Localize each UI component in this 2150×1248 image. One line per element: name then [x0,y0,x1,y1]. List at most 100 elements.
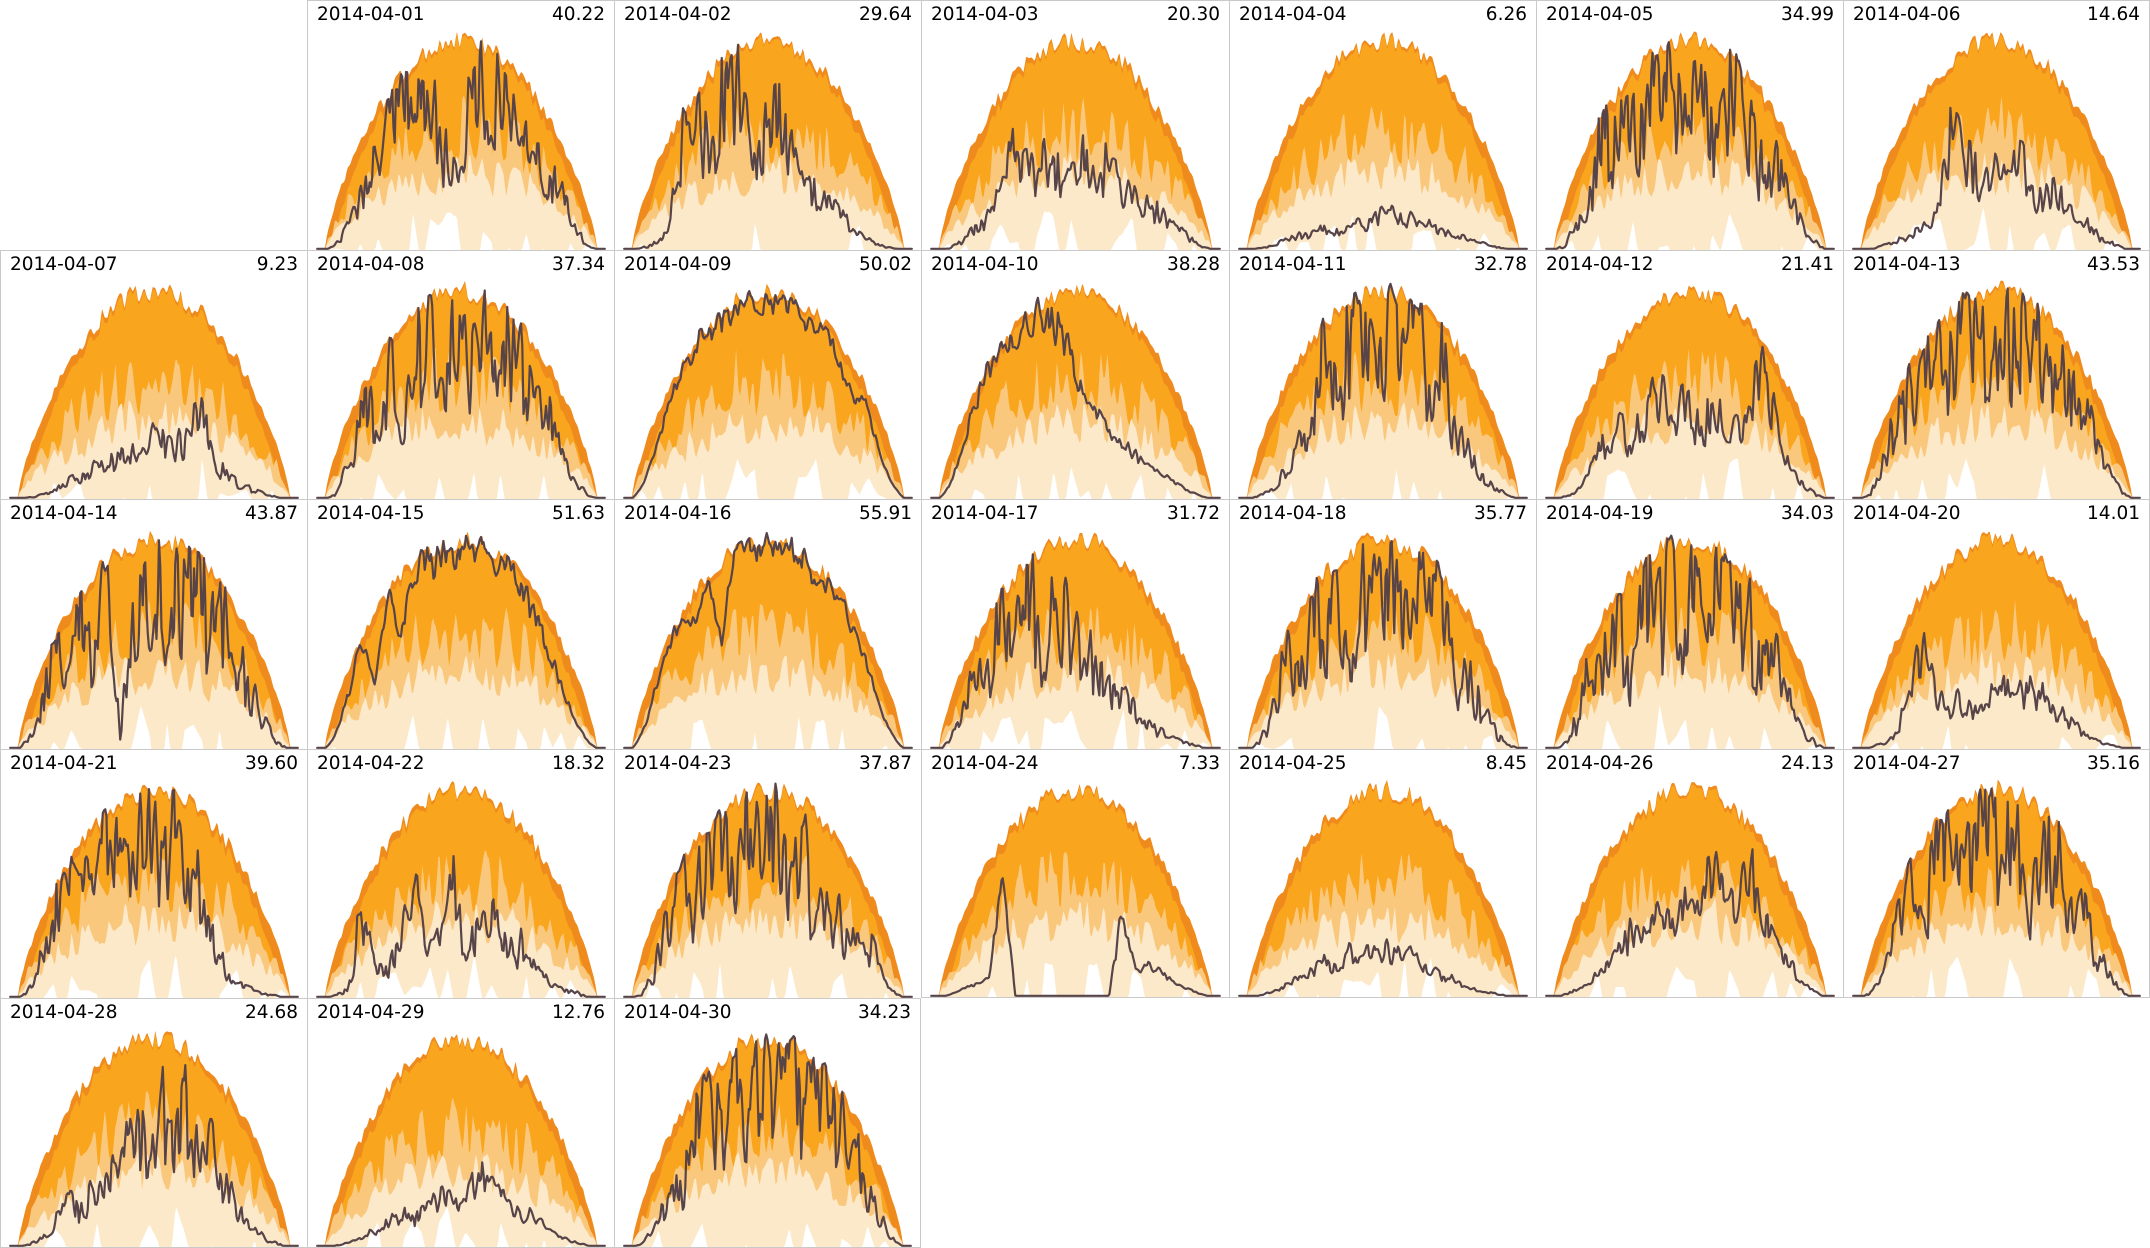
cell-header: 2014-04-16 55.91 [615,500,921,524]
date-label: 2014-04-14 [10,503,118,524]
daily-total-label: 8.45 [1485,753,1527,774]
daily-total-label: 24.68 [245,1002,298,1023]
daily-total-label: 37.34 [552,254,605,275]
day-cell-2014-04-13: 2014-04-13 43.53 [1843,250,2150,499]
cell-header: 2014-04-13 43.53 [1844,251,2149,275]
daily-total-label: 40.22 [552,4,605,25]
irradiance-sparkline [1537,534,1843,749]
cell-header: 2014-04-29 12.76 [308,999,614,1023]
date-label: 2014-04-27 [1853,753,1961,774]
date-label: 2014-04-20 [1853,503,1961,524]
empty-cell [0,0,307,250]
day-cell-2014-04-22: 2014-04-22 18.32 [307,749,614,998]
date-label: 2014-04-01 [317,4,425,25]
cell-header: 2014-04-05 34.99 [1537,1,1843,25]
day-cell-2014-04-27: 2014-04-27 35.16 [1843,749,2150,998]
date-label: 2014-04-13 [1853,254,1961,275]
daily-total-label: 35.16 [2087,753,2140,774]
day-cell-2014-04-09: 2014-04-09 50.02 [614,250,921,499]
cell-header: 2014-04-23 37.87 [615,750,921,774]
daily-total-label: 37.87 [859,753,912,774]
daily-total-label: 32.78 [1474,254,1527,275]
cell-header: 2014-04-28 24.68 [1,999,307,1023]
irradiance-sparkline [615,283,921,499]
date-label: 2014-04-18 [1239,503,1347,524]
irradiance-sparkline [1230,32,1536,250]
daily-total-label: 21.41 [1781,254,1834,275]
cell-header: 2014-04-22 18.32 [308,750,614,774]
daily-total-label: 31.72 [1167,503,1220,524]
irradiance-sparkline [1,1030,307,1247]
cell-header: 2014-04-24 7.33 [922,750,1229,774]
daily-total-label: 24.13 [1781,753,1834,774]
daily-total-label: 35.77 [1474,503,1527,524]
cell-header: 2014-04-06 14.64 [1844,1,2149,25]
cell-header: 2014-04-03 20.30 [922,1,1229,25]
cell-header: 2014-04-02 29.64 [615,1,921,25]
day-cell-2014-04-23: 2014-04-23 37.87 [614,749,921,998]
cell-header: 2014-04-15 51.63 [308,500,614,524]
day-cell-2014-04-08: 2014-04-08 37.34 [307,250,614,499]
daily-total-label: 34.99 [1781,4,1834,25]
irradiance-sparkline [615,782,921,998]
empty-cell [1229,998,1536,1248]
day-cell-2014-04-04: 2014-04-04 6.26 [1229,0,1536,250]
date-label: 2014-04-15 [317,503,425,524]
day-cell-2014-04-07: 2014-04-07 9.23 [0,250,307,499]
irradiance-sparkline [1,785,307,998]
irradiance-sparkline [615,1033,920,1247]
day-cell-2014-04-12: 2014-04-12 21.41 [1536,250,1843,499]
date-label: 2014-04-03 [931,4,1039,25]
daily-total-label: 50.02 [859,254,912,275]
cell-header: 2014-04-07 9.23 [1,251,307,275]
irradiance-sparkline [308,1034,614,1247]
date-label: 2014-04-06 [1853,4,1961,25]
irradiance-sparkline [922,32,1229,250]
daily-total-label: 55.91 [859,503,912,524]
daily-total-label: 9.23 [256,254,298,275]
cell-header: 2014-04-10 38.28 [922,251,1229,275]
irradiance-sparkline [1844,531,2149,749]
day-cell-2014-04-14: 2014-04-14 43.87 [0,499,307,749]
date-label: 2014-04-25 [1239,753,1347,774]
date-label: 2014-04-26 [1546,753,1654,774]
irradiance-sparkline [1230,532,1536,749]
cell-header: 2014-04-12 21.41 [1537,251,1843,275]
irradiance-sparkline [1230,282,1536,499]
day-cell-2014-04-26: 2014-04-26 24.13 [1536,749,1843,998]
daily-total-label: 43.53 [2087,254,2140,275]
empty-cell [1843,998,2150,1248]
irradiance-sparkline [1844,779,2149,997]
date-label: 2014-04-30 [624,1002,732,1023]
date-label: 2014-04-11 [1239,254,1347,275]
day-cell-2014-04-10: 2014-04-10 38.28 [921,250,1229,499]
daily-total-label: 7.33 [1178,753,1220,774]
day-cell-2014-04-01: 2014-04-01 40.22 [307,0,614,250]
irradiance-sparkline [308,31,614,250]
irradiance-sparkline [922,783,1229,997]
date-label: 2014-04-16 [624,503,732,524]
cell-header: 2014-04-30 34.23 [615,999,920,1023]
irradiance-sparkline [1,530,307,749]
day-cell-2014-04-24: 2014-04-24 7.33 [921,749,1229,998]
day-cell-2014-04-02: 2014-04-02 29.64 [614,0,921,250]
cell-header: 2014-04-20 14.01 [1844,500,2149,524]
daily-total-label: 14.01 [2087,503,2140,524]
irradiance-sparkline [1537,31,1843,250]
daily-total-label: 34.23 [858,1002,911,1023]
day-cell-2014-04-25: 2014-04-25 8.45 [1229,749,1536,998]
irradiance-sparkline [1230,779,1536,997]
cell-header: 2014-04-19 34.03 [1537,500,1843,524]
date-label: 2014-04-07 [10,254,118,275]
date-label: 2014-04-24 [931,753,1039,774]
irradiance-sparkline [615,32,921,250]
cell-header: 2014-04-27 35.16 [1844,750,2149,774]
daily-total-label: 34.03 [1781,503,1834,524]
day-cell-2014-04-30: 2014-04-30 34.23 [614,998,921,1248]
daily-total-label: 43.87 [245,503,298,524]
day-cell-2014-04-15: 2014-04-15 51.63 [307,499,614,749]
cell-header: 2014-04-09 50.02 [615,251,921,275]
irradiance-sparkline [308,280,614,499]
day-cell-2014-04-03: 2014-04-03 20.30 [921,0,1229,250]
